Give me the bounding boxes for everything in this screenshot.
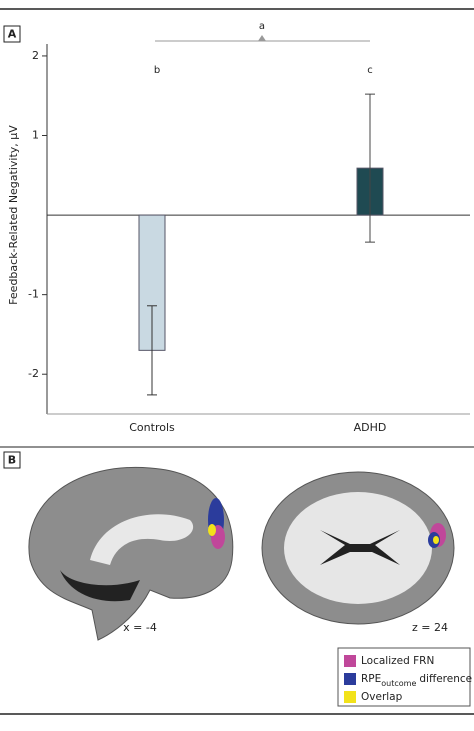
x-tick-label: Controls (129, 421, 175, 434)
legend-swatch (344, 673, 356, 685)
panel-label-box (3, 451, 21, 469)
annotation: a (259, 21, 265, 32)
bracket-marker (258, 35, 266, 41)
slice-label: x = -4 (123, 621, 157, 634)
slice-label: z = 24 (412, 621, 448, 634)
sagittal-brain (28, 466, 234, 641)
annotation: b (154, 65, 160, 76)
legend-swatch (344, 655, 356, 667)
panel-label: B (8, 454, 16, 467)
legend-text: Overlap (361, 691, 403, 703)
y-tick-label: -2 (28, 367, 39, 380)
error-bar (147, 305, 157, 396)
legend-label: Localized FRN (361, 655, 434, 667)
legend-label: RPEoutcome difference (361, 673, 472, 688)
legend-text: RPE (361, 673, 381, 685)
annotation: c (367, 65, 373, 76)
axial-brain (261, 471, 455, 625)
legend-label: Overlap (361, 691, 403, 703)
x-tick-label: ADHD (354, 421, 387, 434)
legend-box (337, 647, 471, 707)
legend-swatch (344, 691, 356, 703)
y-tick-label: 1 (32, 129, 39, 142)
error-bar (365, 93, 375, 243)
y-axis-label: Feedback-Related Negativity, μV (7, 125, 20, 305)
legend-text: Localized FRN (361, 655, 434, 667)
panel-label-box (3, 25, 21, 43)
legend-text: difference (419, 673, 472, 685)
legend-text: outcome (381, 679, 416, 688)
y-tick-label: 2 (32, 49, 39, 62)
panel-label: A (8, 28, 17, 41)
y-tick-label: -1 (28, 288, 39, 301)
activation-blob (433, 536, 439, 544)
activation-blob (208, 524, 216, 536)
